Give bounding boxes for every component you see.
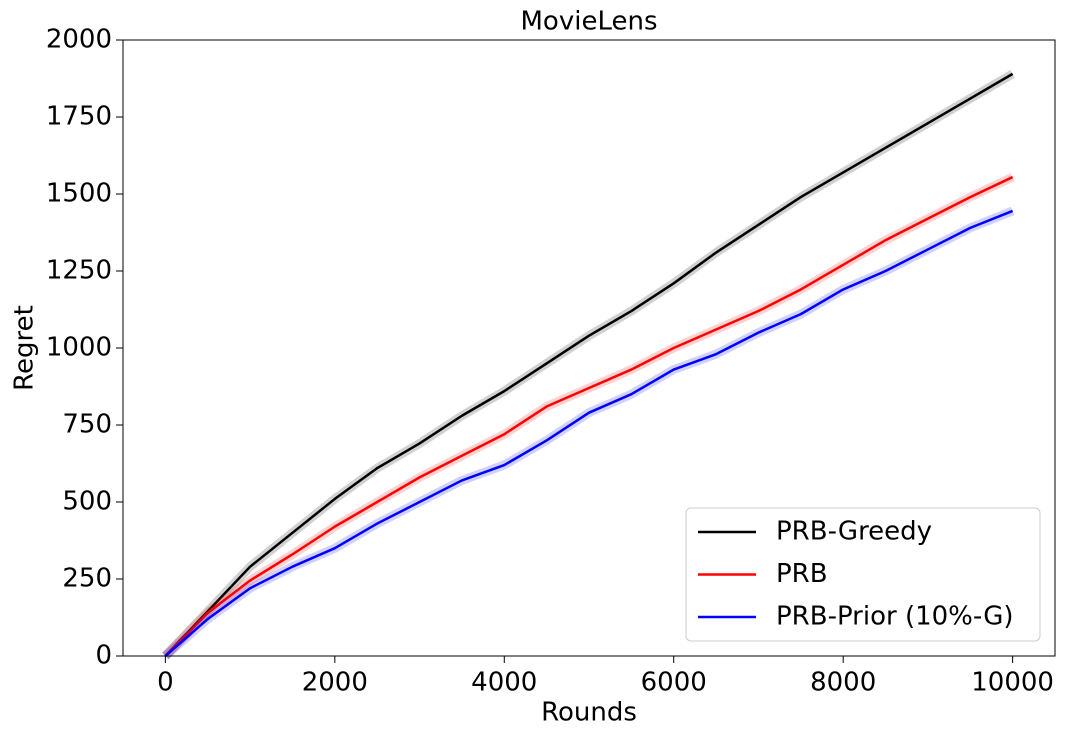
y-tick-label: 500 [62,487,112,517]
y-tick-label: 1500 [46,179,112,209]
line [164,175,1014,657]
legend-label: PRB-Prior (10%-G) [776,602,1014,632]
x-tick-label: 10000 [971,668,1054,698]
y-tick-label: 0 [95,641,112,671]
line [164,72,1014,657]
legend-box [685,507,1041,642]
y-tick-label: 1250 [46,256,112,286]
line [164,209,1014,657]
x-tick-label: 8000 [810,668,876,698]
x-tick-label: 0 [157,668,174,698]
x-tick-label: 2000 [302,668,368,698]
y-tick-label: 250 [62,564,112,594]
legend-label: PRB-Greedy [776,517,932,547]
y-tick-label: 1750 [46,102,112,132]
y-axis-label: Regret [10,305,40,391]
y-tick-label: 750 [62,410,112,440]
x-tick-label: 6000 [641,668,707,698]
legend-label: PRB [776,559,828,589]
plot-frame [122,39,1056,657]
y-tick-label: 1000 [46,333,112,363]
x-axis-label: Rounds [541,698,637,728]
x-tick-label: 4000 [471,668,537,698]
y-tick-label: 2000 [46,25,112,55]
chart-title: MovieLens [521,7,658,37]
